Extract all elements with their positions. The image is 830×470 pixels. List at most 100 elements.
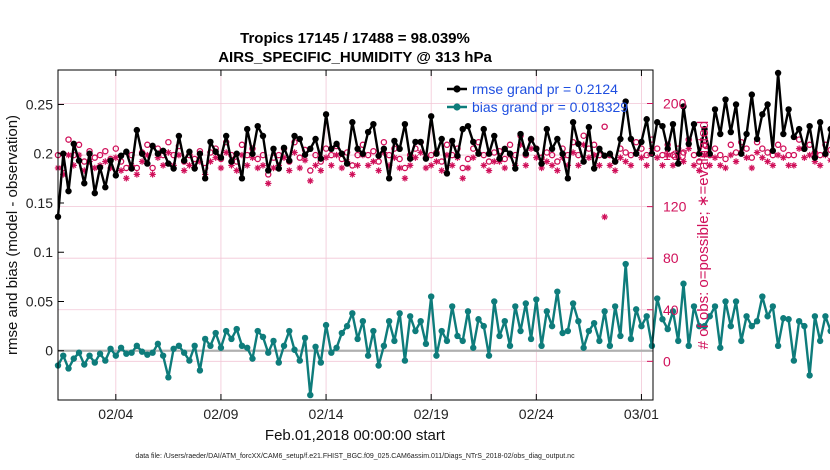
rmse-point (333, 140, 340, 148)
bias-point (443, 337, 451, 345)
bias-point (459, 337, 466, 345)
bias-point (401, 357, 409, 364)
rmse-point (559, 150, 566, 157)
obs-evaluated-stroke (801, 154, 808, 161)
obs-evaluated-stroke (134, 171, 140, 178)
x-tick-label: 02/24 (519, 406, 554, 422)
obs-possible-marker (396, 155, 403, 163)
bias-point (669, 308, 677, 315)
obs-evaluated-marker (790, 162, 798, 169)
bias-point (333, 344, 340, 351)
plot-frame (57, 69, 654, 401)
bias-point (370, 327, 377, 335)
bias-point (265, 349, 272, 356)
obs-evaluated-marker (654, 154, 661, 161)
obs-evaluated-stroke (701, 152, 708, 158)
rmse-point (438, 135, 445, 143)
bias-point (107, 345, 114, 352)
rmse-point (301, 151, 309, 158)
bias-point (485, 352, 493, 359)
obs-evaluated-stroke (186, 162, 193, 169)
bias-point (380, 342, 388, 350)
bias-point (296, 357, 303, 364)
obs-evaluated-marker (449, 162, 456, 169)
bias-point (717, 344, 724, 351)
bias-point (785, 316, 792, 323)
bias-point (795, 317, 803, 325)
rmse-point (459, 125, 466, 133)
left-tick-label: 0.05 (26, 293, 53, 309)
rmse-point (449, 137, 456, 145)
bias-point (191, 342, 198, 350)
rmse-point (491, 132, 498, 140)
obs-evaluated-stroke (223, 149, 229, 156)
rmse-point (270, 145, 277, 153)
y-axis-label-right: # of obs: o=possible; ∗=evaluated (695, 121, 712, 350)
rmse-point (291, 132, 298, 140)
obs-evaluated-stroke (612, 167, 618, 174)
bias-point (464, 308, 472, 315)
bias-point (144, 351, 151, 358)
bias-point (65, 365, 72, 372)
rmse-point (816, 119, 824, 126)
bias-point (280, 342, 288, 350)
obs-evaluated-stroke (538, 165, 545, 171)
obs-evaluated-marker (696, 167, 703, 174)
rmse-point (654, 119, 661, 126)
rmse-point (385, 175, 393, 182)
rmse-point (759, 111, 766, 118)
obs-evaluated-marker (617, 154, 624, 161)
bias-point (159, 352, 167, 359)
obs-evaluated-stroke (375, 167, 382, 174)
rmse-point (722, 96, 729, 103)
obs-evaluated-marker (717, 162, 724, 169)
obs-evaluated-stroke (449, 162, 455, 169)
obs-evaluated-stroke (139, 158, 145, 165)
rmse-point (154, 150, 162, 157)
bias-point (307, 391, 314, 399)
obs-evaluated-marker (422, 164, 430, 172)
obs-evaluated-stroke (286, 167, 292, 174)
bias-point (433, 352, 440, 359)
bias-point (522, 300, 530, 307)
bias-point (617, 332, 624, 340)
rmse-point (622, 98, 629, 105)
obs-evaluated-stroke (149, 171, 156, 178)
obs-evaluated-stroke (575, 162, 582, 169)
left-tick-label: 0.15 (26, 195, 53, 211)
bias-point (538, 342, 545, 350)
bias-point (86, 352, 93, 359)
obs-evaluated-marker (102, 158, 109, 165)
bias-point (675, 337, 682, 345)
obs-evaluated-marker (459, 175, 466, 182)
rmse-point (128, 165, 135, 172)
obs-evaluated-marker (317, 167, 325, 174)
obs-evaluated-marker (259, 162, 267, 169)
obs-evaluated-stroke (218, 165, 224, 171)
obs-evaluated-marker (643, 162, 650, 169)
obs-evaluated-stroke (349, 171, 356, 178)
rmse-point (207, 138, 214, 146)
obs-evaluated-stroke (654, 154, 660, 161)
obs-possible-marker (711, 145, 719, 152)
rmse-point (286, 157, 293, 164)
rmse-point (375, 152, 382, 159)
obs-evaluated-stroke (528, 145, 534, 152)
rmse-point (170, 165, 177, 172)
bias-point (412, 327, 419, 335)
bias-point (427, 293, 435, 300)
obs-evaluated-marker (669, 162, 677, 169)
rmse-point (506, 150, 514, 157)
right-tick-label: 200 (663, 96, 687, 112)
obs-evaluated-stroke (270, 165, 277, 171)
obs-evaluated-stroke (255, 165, 261, 171)
axes: 0 40 80 120 160 200 02/04 02/09 02/14 02/19 02/24 0… (26, 70, 687, 422)
obs-possible-marker (443, 141, 451, 149)
bias-point (496, 332, 503, 340)
obs-evaluated-marker (827, 157, 830, 163)
obs-evaluated-marker (769, 162, 777, 169)
obs-evaluated-stroke (707, 162, 713, 169)
obs-evaluated-stroke (318, 167, 324, 174)
obs-evaluated-stroke (428, 162, 434, 169)
bias-point (354, 335, 361, 343)
